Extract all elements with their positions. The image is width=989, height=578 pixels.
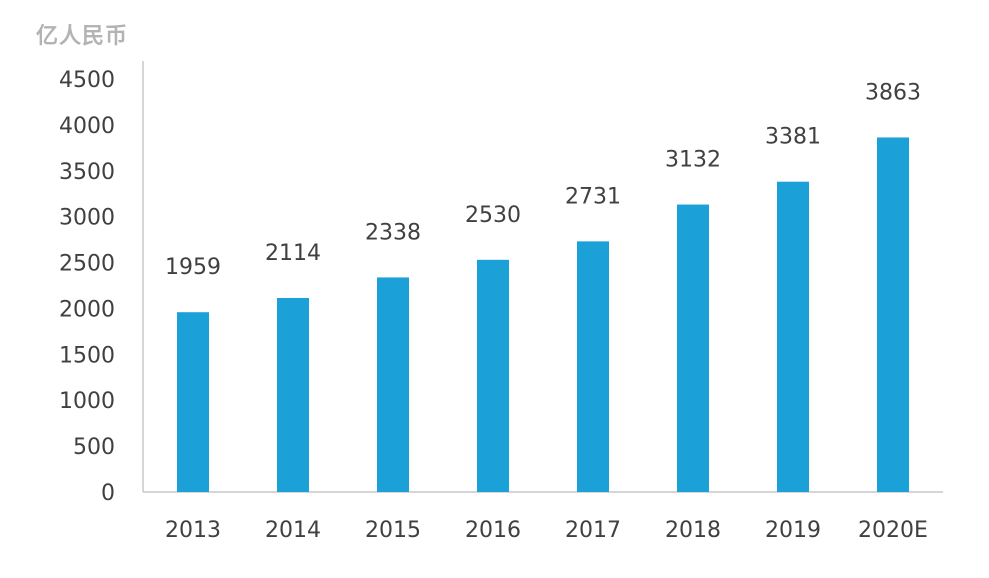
y-tick-label: 4500 (59, 68, 115, 93)
y-tick-label: 3000 (59, 206, 115, 231)
x-tick-label: 2016 (465, 518, 521, 543)
bar (477, 259, 509, 492)
data-label: 3863 (865, 80, 921, 105)
bar (377, 277, 409, 492)
bar (877, 137, 909, 492)
data-label: 1959 (165, 255, 221, 280)
data-label: 2731 (565, 184, 621, 209)
data-label: 3381 (765, 125, 821, 150)
y-tick-label: 2000 (59, 297, 115, 322)
x-tick-label: 2020E (858, 518, 928, 543)
bar (677, 204, 709, 492)
bar (577, 241, 609, 492)
y-tick-label: 1500 (59, 343, 115, 368)
bar (777, 181, 809, 492)
x-tick-label: 2019 (765, 518, 821, 543)
data-label: 2338 (365, 220, 421, 245)
data-label: 3132 (665, 148, 721, 173)
x-tick-label: 2013 (165, 518, 221, 543)
x-tick-label: 2014 (265, 518, 321, 543)
y-tick-label: 2500 (59, 252, 115, 277)
bar (177, 312, 209, 492)
bar (277, 297, 309, 492)
x-axis: 2013 2014 2015 2016 2017 2018 2019 2020E (143, 491, 943, 543)
y-tick-label: 4000 (59, 114, 115, 139)
data-label: 2530 (465, 203, 521, 228)
y-tick-label: 500 (73, 435, 115, 460)
data-labels: 1959 2114 2338 2530 2731 3132 3381 3863 (165, 80, 921, 280)
y-tick-label: 1000 (59, 389, 115, 414)
y-tick-label: 3500 (59, 160, 115, 185)
y-tick-label: 0 (101, 481, 115, 506)
x-tick-label: 2018 (665, 518, 721, 543)
x-tick-label: 2015 (365, 518, 421, 543)
x-tick-label: 2017 (565, 518, 621, 543)
y-axis-unit-label: 亿人民币 (36, 24, 129, 49)
data-label: 2114 (265, 241, 321, 266)
y-axis: 0 500 1000 1500 2000 2500 3000 3500 4000 4500 (59, 61, 144, 506)
bar-series (177, 137, 909, 492)
